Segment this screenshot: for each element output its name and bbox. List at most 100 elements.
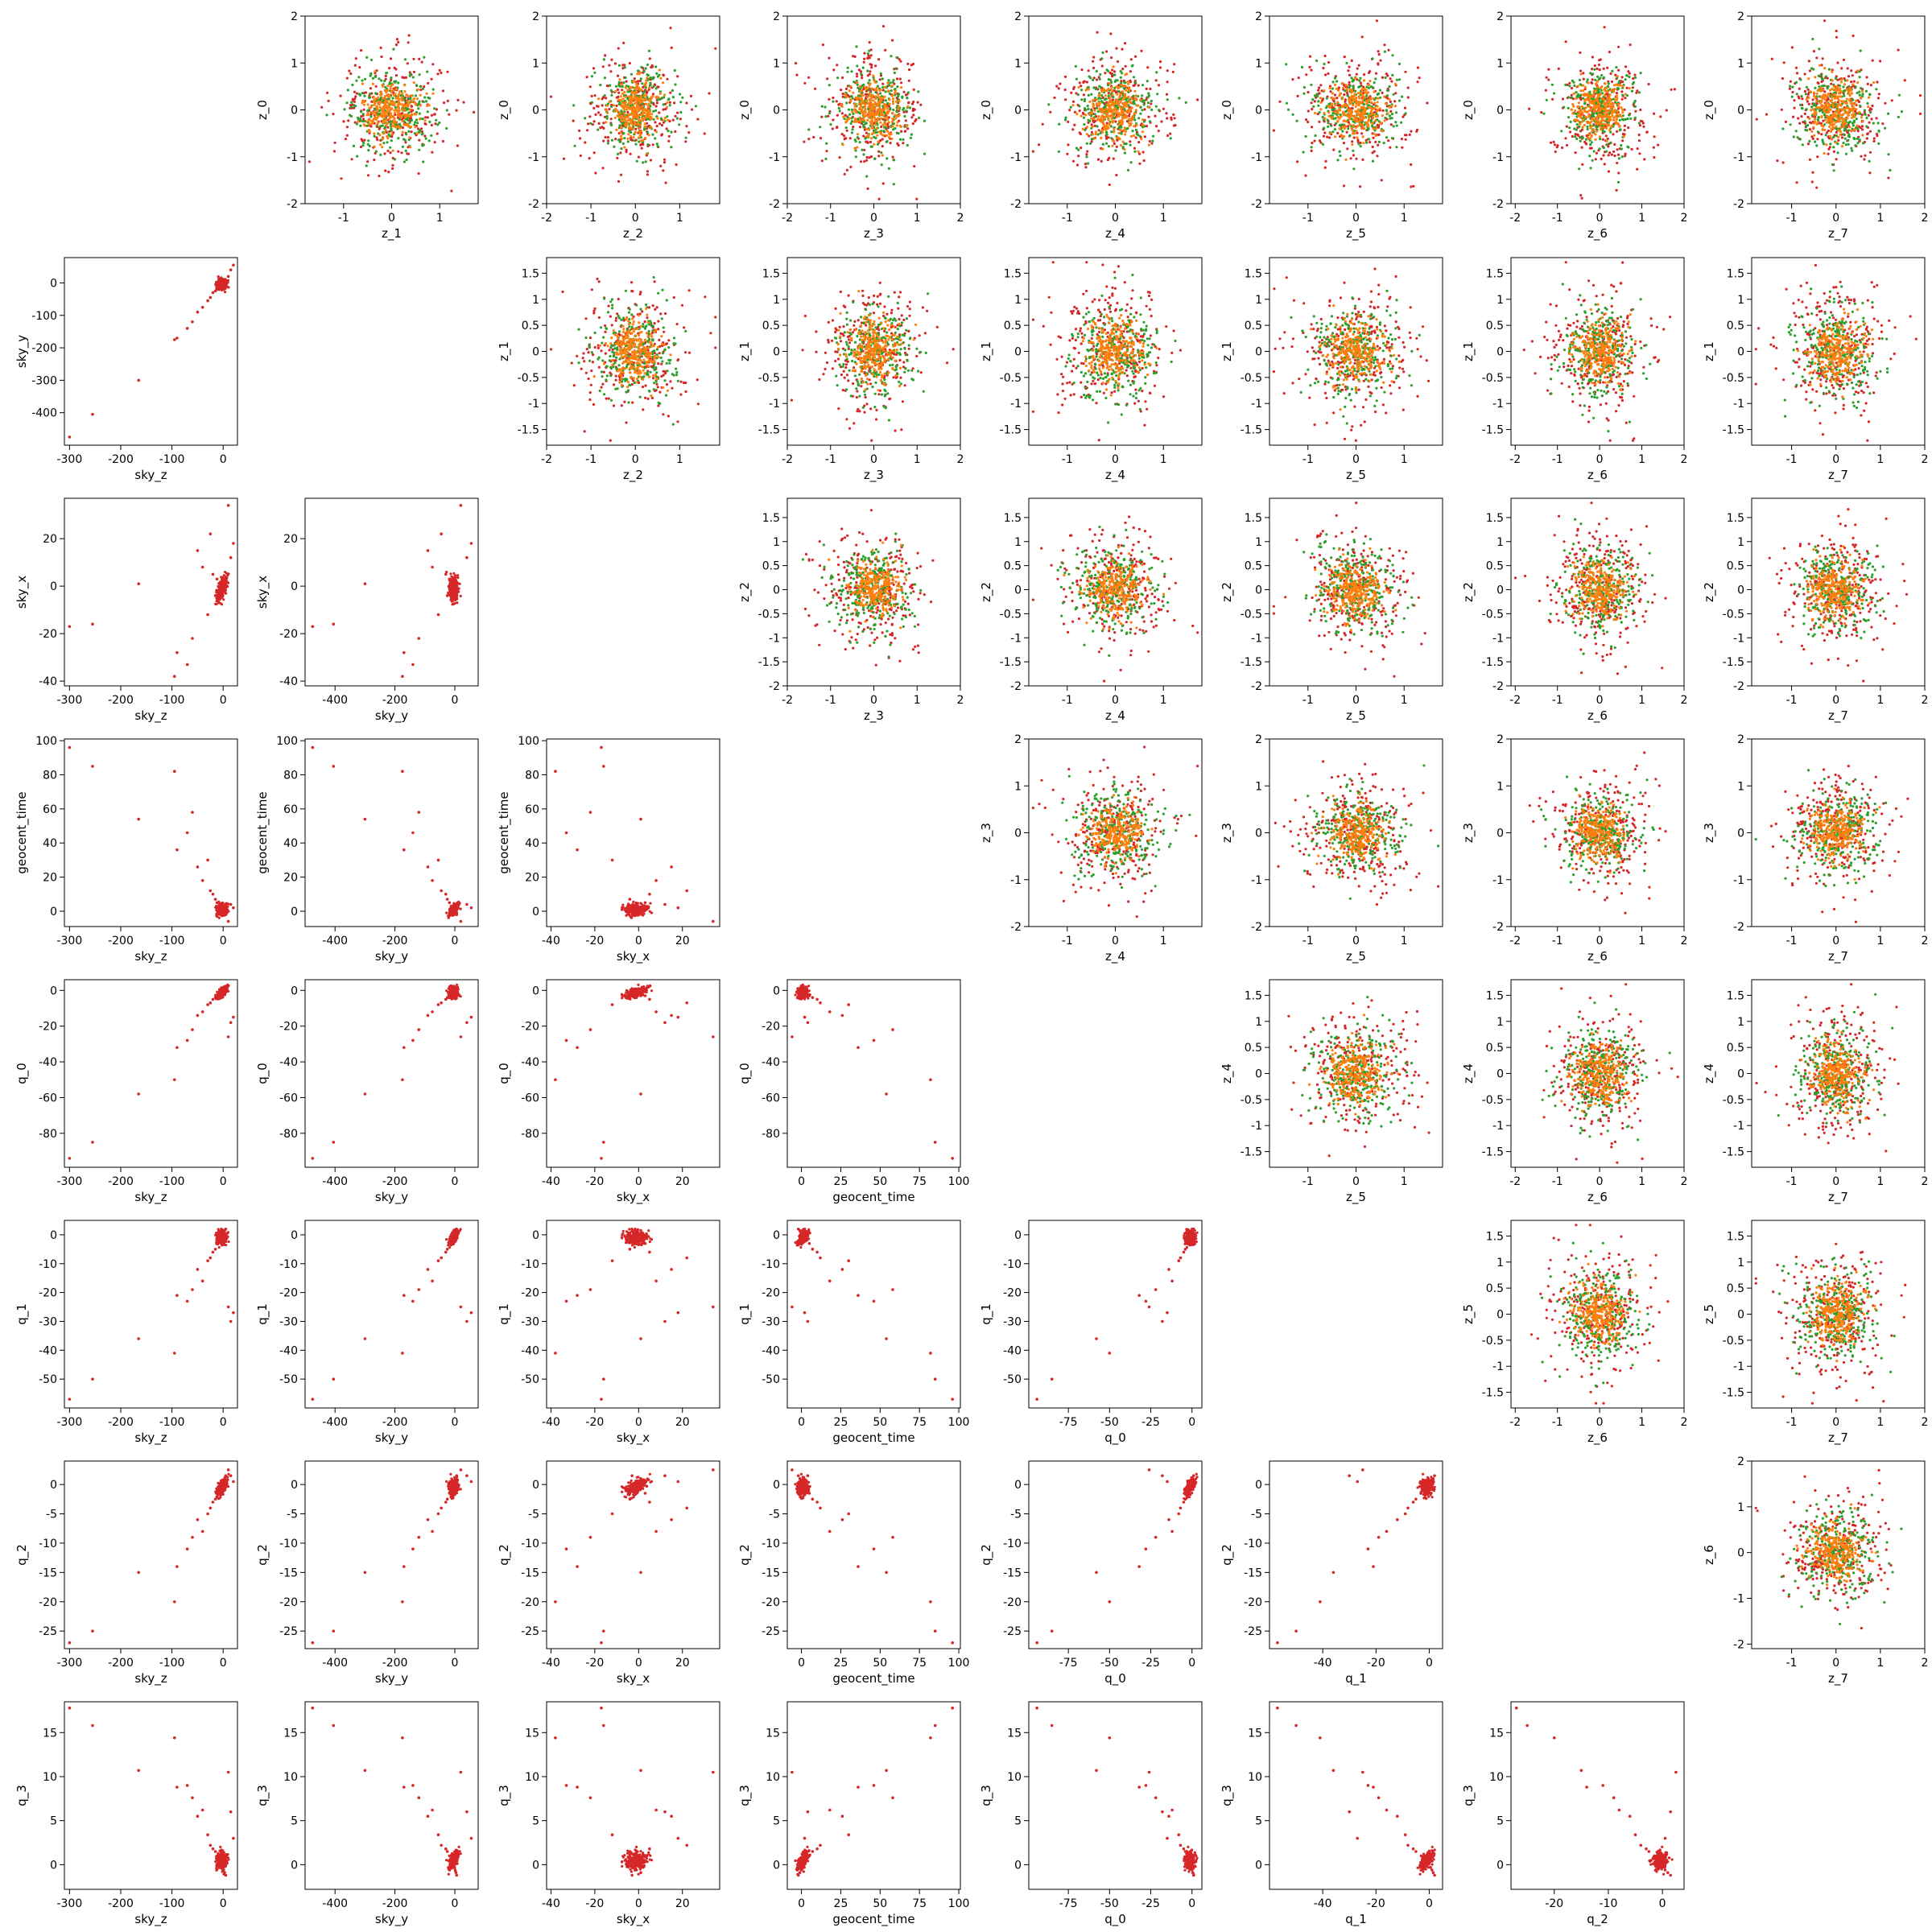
data-point: [647, 1229, 650, 1232]
data-point: [214, 594, 217, 597]
x-tick-label: -200: [382, 694, 408, 707]
data-point: [554, 770, 557, 773]
y-axis-label: geocent_time: [497, 791, 512, 873]
x-tick-label: 75: [912, 1416, 927, 1429]
x-tick-label: -400: [322, 935, 348, 947]
x-tick-label: 0: [220, 1175, 227, 1188]
data-point: [465, 903, 469, 906]
x-tick-label: 0: [452, 694, 459, 707]
data-point: [638, 1244, 640, 1246]
data-point: [885, 1092, 888, 1096]
data-point: [819, 1257, 822, 1260]
data-point: [819, 1001, 822, 1005]
x-axis-label: sky_z: [134, 1430, 167, 1446]
data-point: [637, 984, 639, 986]
data-point: [644, 902, 647, 905]
data-point: [654, 879, 658, 882]
data-point: [411, 1039, 415, 1042]
y-tick-label: 20: [283, 872, 298, 885]
data-point: [450, 1233, 452, 1236]
data-point: [227, 1468, 230, 1472]
data-point: [639, 911, 642, 914]
data-point: [1161, 1320, 1164, 1323]
y-tick-label: 40: [283, 837, 298, 850]
y-tick-label: -40: [39, 675, 57, 688]
x-tick-label: -200: [108, 1416, 134, 1429]
data-point: [446, 1248, 449, 1251]
data-point: [449, 594, 452, 597]
data-point: [929, 1352, 932, 1355]
y-tick-label: 100: [276, 735, 298, 748]
data-point: [1194, 1232, 1196, 1235]
data-point: [1145, 1300, 1148, 1303]
panel-frame: [1029, 1220, 1202, 1408]
data-point: [452, 580, 456, 583]
data-point: [401, 675, 404, 678]
panel-frame: [547, 980, 720, 1167]
data-point: [431, 879, 434, 882]
x-tick-label: 100: [948, 1416, 970, 1429]
data-point: [186, 1547, 189, 1550]
x-tick-label: -100: [159, 1657, 185, 1670]
y-tick-label: -400: [31, 407, 57, 420]
data-point: [1170, 1280, 1174, 1283]
data-point: [312, 746, 315, 749]
data-point: [137, 379, 140, 382]
data-point: [196, 1268, 200, 1271]
data-point: [637, 1239, 639, 1241]
data-point: [444, 1251, 448, 1254]
data-point: [454, 997, 456, 1000]
data-point: [629, 906, 631, 909]
data-point: [1189, 1236, 1192, 1240]
x-tick-label: -400: [322, 1416, 348, 1429]
scatter-panel-q_1-vs-q_0: -75 -50 -25 0-50-40-30-20-100q_0q_1: [979, 1220, 1202, 1446]
data-point: [649, 1241, 651, 1243]
data-point: [639, 1092, 642, 1096]
panel-frame: [787, 980, 960, 1167]
x-tick-label: 50: [873, 1175, 887, 1188]
data-point: [206, 1513, 209, 1516]
y-tick-label: -80: [521, 1128, 539, 1141]
data-point: [224, 291, 226, 293]
data-point: [225, 1228, 228, 1231]
scatter-panel-sky_y-vs-sky_z: -300 -200 -100 0-400-300-200-1000sky_zsky_y: [14, 258, 237, 483]
data-point: [634, 1228, 636, 1230]
data-point: [621, 908, 623, 910]
data-point: [629, 996, 632, 999]
data-point: [220, 1229, 222, 1232]
y-tick-label: 0: [1014, 1229, 1022, 1242]
data-point: [206, 613, 209, 617]
data-point: [219, 997, 221, 1000]
data-point: [589, 811, 592, 814]
data-point: [209, 890, 213, 893]
y-tick-label: 60: [43, 803, 57, 816]
data-point: [201, 879, 204, 882]
y-tick-label: -20: [279, 1021, 298, 1034]
data-point: [227, 902, 229, 905]
x-axis-label: q_0: [1104, 1430, 1126, 1446]
data-point: [791, 1306, 794, 1309]
data-point: [828, 1010, 832, 1013]
data-point: [634, 1246, 636, 1249]
data-point: [811, 996, 815, 999]
x-axis-label: sky_z: [134, 949, 167, 964]
data-point: [216, 1496, 218, 1498]
data-point: [216, 1492, 219, 1495]
data-point: [91, 1141, 94, 1144]
data-point: [220, 995, 222, 997]
data-point: [611, 1259, 614, 1262]
data-point: [630, 913, 634, 916]
y-tick-label: 20: [283, 533, 298, 546]
data-point: [206, 1259, 209, 1262]
data-point: [633, 1239, 636, 1242]
x-tick-label: -20: [585, 1175, 604, 1188]
data-point: [68, 1157, 72, 1160]
data-point: [630, 1228, 634, 1231]
x-axis-label: sky_z: [134, 1190, 167, 1205]
data-point: [173, 1600, 176, 1604]
y-tick-label: -40: [279, 1344, 298, 1357]
data-point: [411, 1300, 415, 1303]
data-point: [444, 573, 448, 576]
data-point: [1166, 1311, 1169, 1315]
data-point: [214, 906, 217, 909]
